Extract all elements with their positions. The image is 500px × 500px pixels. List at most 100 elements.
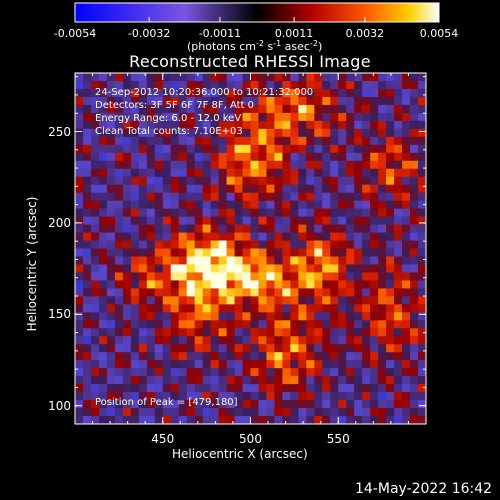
heatmap-cell xyxy=(306,360,315,369)
heatmap-cell xyxy=(234,160,243,170)
heatmap-cell xyxy=(82,400,92,409)
heatmap-cell xyxy=(210,304,219,313)
heatmap-cell xyxy=(410,384,419,393)
heatmap-cell xyxy=(178,368,188,377)
heatmap-cell xyxy=(402,200,411,210)
heatmap-cell xyxy=(146,376,156,385)
heatmap-cell xyxy=(378,216,387,225)
heatmap-cell xyxy=(98,96,108,106)
heatmap-cell xyxy=(162,344,172,353)
heatmap-cell xyxy=(330,416,339,425)
heatmap-cell xyxy=(186,280,196,289)
heatmap-cell xyxy=(186,408,196,417)
heatmap-cell xyxy=(306,336,315,345)
heatmap-cell xyxy=(202,73,212,82)
heatmap-cell xyxy=(298,176,307,186)
heatmap-cell xyxy=(338,376,347,385)
y-tick-label: 200 xyxy=(48,215,71,230)
heatmap-cell xyxy=(154,208,164,217)
heatmap-cell xyxy=(138,304,148,313)
heatmap-cell xyxy=(322,152,331,162)
heatmap-cell xyxy=(250,360,259,369)
heatmap-cell xyxy=(186,80,196,90)
heatmap-cell xyxy=(98,280,108,289)
peak-position-annotation: Position of Peak = [479,180] xyxy=(95,397,238,408)
heatmap-cell xyxy=(418,184,427,194)
heatmap-cell xyxy=(226,128,235,138)
heatmap-cell xyxy=(306,384,315,393)
heatmap-cell xyxy=(226,344,235,353)
heatmap-cell xyxy=(75,344,84,353)
heatmap-cell xyxy=(290,256,299,265)
heatmap-cell xyxy=(282,336,291,345)
heatmap-cell xyxy=(90,216,100,225)
heatmap-cell xyxy=(130,176,140,186)
heatmap-cell xyxy=(154,344,164,353)
heatmap-cell xyxy=(138,144,148,154)
heatmap-cell xyxy=(130,304,140,313)
heatmap-cell xyxy=(234,232,243,241)
heatmap-cell xyxy=(250,160,259,170)
heatmap-cell xyxy=(354,216,363,225)
heatmap-cell xyxy=(154,168,164,178)
heatmap-cell xyxy=(258,416,267,425)
heatmap-cell xyxy=(114,104,124,114)
heatmap-cell xyxy=(362,104,371,114)
heatmap-cell xyxy=(378,112,387,122)
heatmap-cell xyxy=(330,104,339,114)
heatmap-cell xyxy=(298,392,307,401)
heatmap-cell xyxy=(114,88,124,98)
heatmap-cell xyxy=(418,280,427,289)
heatmap-cell xyxy=(386,416,395,425)
heatmap-cell xyxy=(330,73,339,82)
heatmap-cell xyxy=(394,73,403,82)
heatmap-cell xyxy=(98,136,108,146)
heatmap-cell xyxy=(146,328,156,337)
heatmap-cell xyxy=(354,96,363,106)
heatmap-cell xyxy=(258,73,267,82)
heatmap-cell xyxy=(338,160,347,170)
heatmap-cell xyxy=(186,400,196,409)
heatmap-cell xyxy=(82,320,92,329)
heatmap-cell xyxy=(298,112,307,122)
heatmap-cell xyxy=(330,160,339,170)
heatmap-cell xyxy=(322,384,331,393)
heatmap-cell xyxy=(362,416,371,425)
heatmap-cell xyxy=(98,320,108,329)
heatmap-cell xyxy=(354,408,363,417)
heatmap-cell xyxy=(114,416,124,425)
heatmap-cell xyxy=(410,160,419,170)
heatmap-cell xyxy=(394,280,403,289)
heatmap-cell xyxy=(75,304,84,313)
heatmap-cell xyxy=(306,80,315,90)
heatmap-cell xyxy=(362,88,371,98)
heatmap-cell xyxy=(178,352,188,361)
heatmap-cell xyxy=(226,216,235,225)
heatmap-cell xyxy=(186,336,196,345)
heatmap-cell xyxy=(354,160,363,170)
heatmap-cell xyxy=(218,192,227,202)
heatmap-cell xyxy=(242,392,251,401)
heatmap-cell xyxy=(354,112,363,122)
heatmap-cell xyxy=(194,320,204,329)
heatmap-cell xyxy=(234,184,243,194)
heatmap-cell xyxy=(122,152,132,162)
heatmap-cell xyxy=(314,376,323,385)
heatmap-cell xyxy=(418,288,427,297)
heatmap-cell xyxy=(178,376,188,385)
heatmap-cell xyxy=(362,176,371,186)
heatmap-cell xyxy=(330,240,339,249)
heatmap-cell xyxy=(314,312,323,321)
heatmap-cell xyxy=(218,120,227,130)
heatmap-cell xyxy=(90,256,100,265)
heatmap-cell xyxy=(122,136,132,146)
heatmap-cell xyxy=(306,216,315,225)
heatmap-cell xyxy=(186,160,196,170)
heatmap-cell xyxy=(330,328,339,337)
heatmap-cell xyxy=(162,208,172,217)
heatmap-cell xyxy=(370,272,379,281)
heatmap-cell xyxy=(346,208,355,217)
heatmap-cell xyxy=(75,96,84,106)
colorbar-tick-label: 0.0011 xyxy=(274,27,314,40)
heatmap-cell xyxy=(98,384,108,393)
